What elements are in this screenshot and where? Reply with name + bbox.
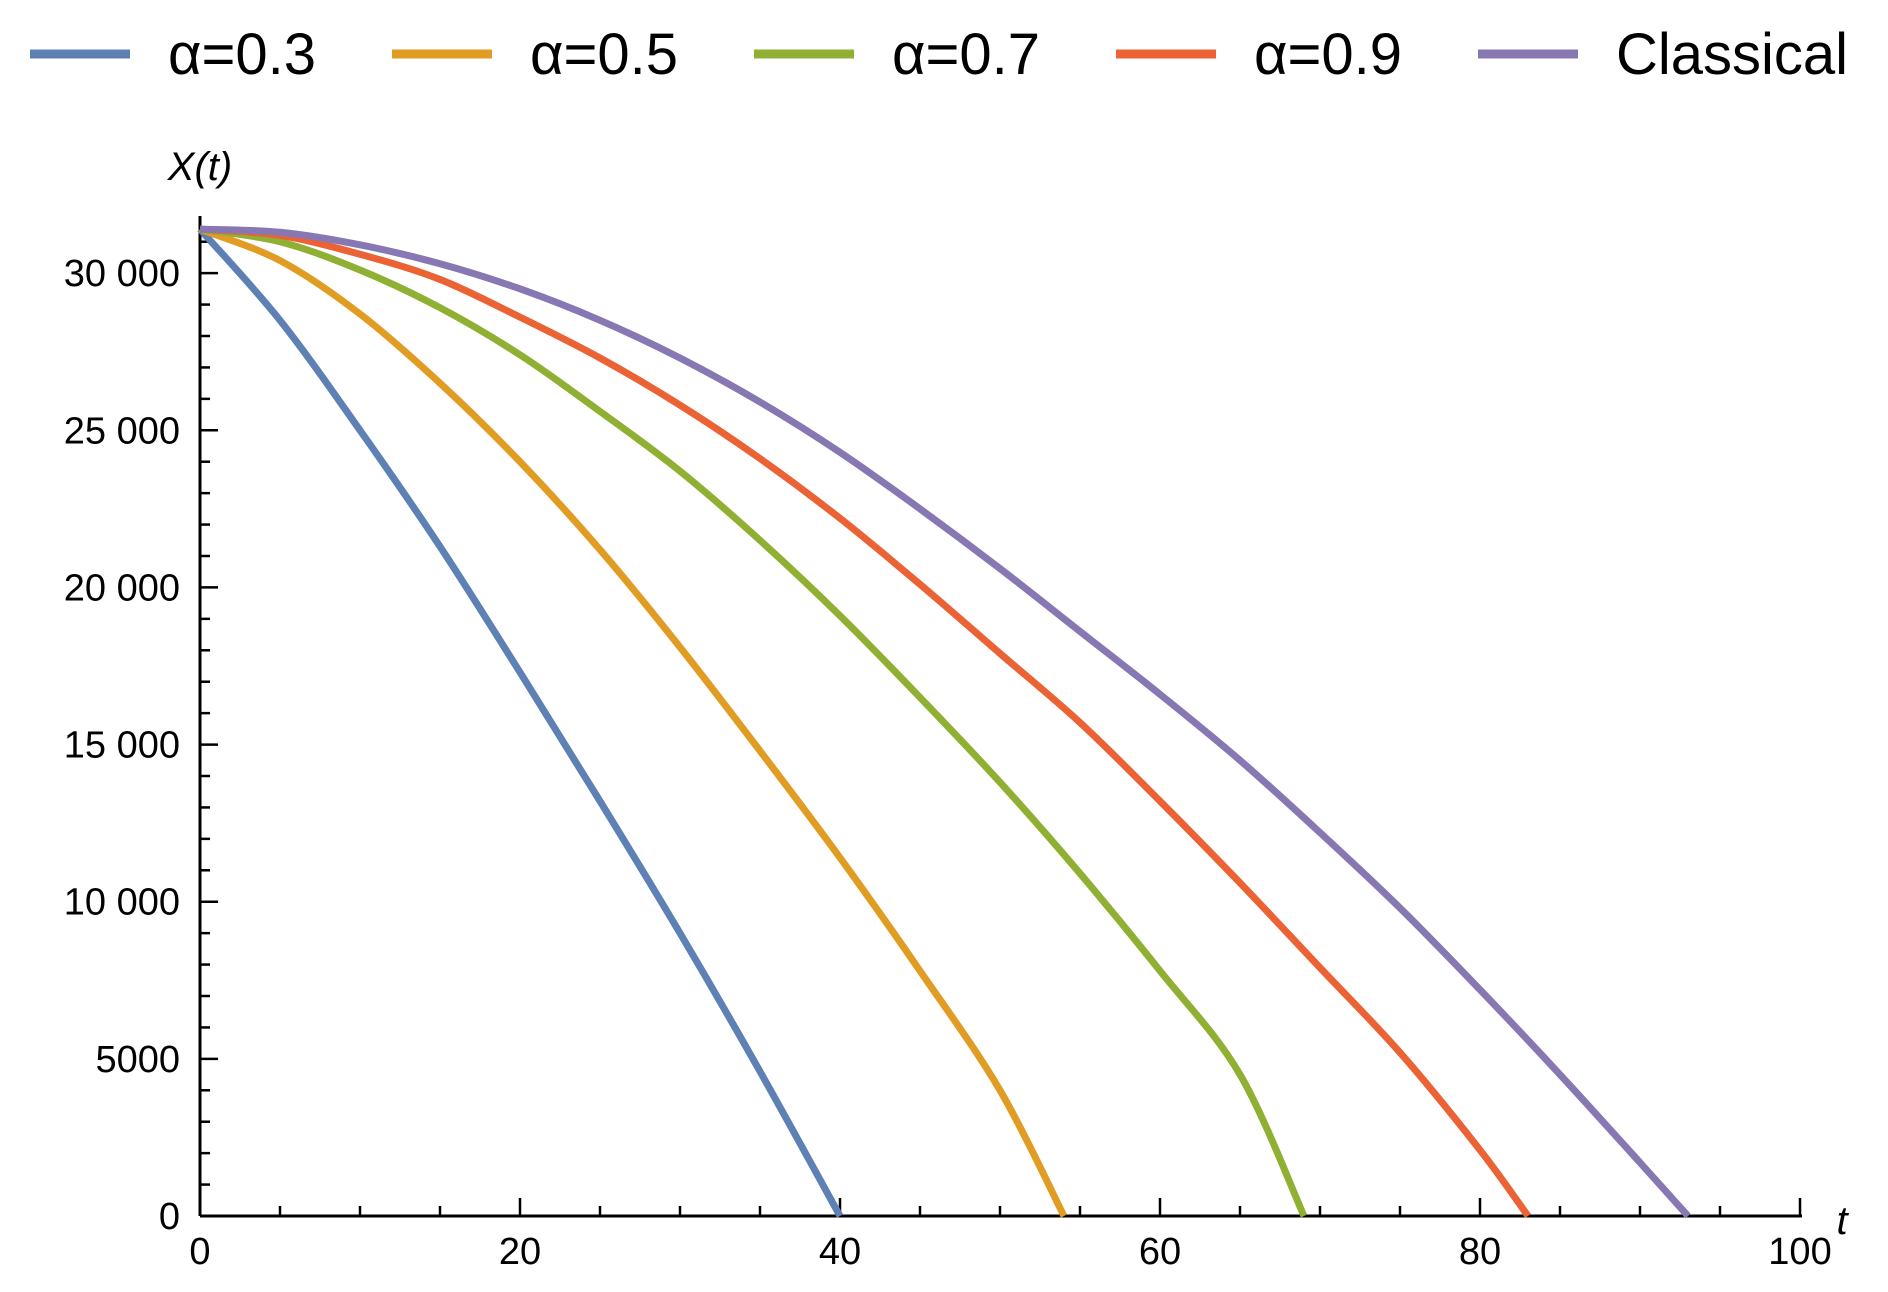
series-line-5: [199, 225, 1691, 1219]
legend-label-1: α=0.3: [168, 22, 316, 87]
axis-labels: 0 20 40 60 80 100 0 5000 10 000 15 000 20 000 25 00…: [64, 145, 1850, 1273]
y-tick-label: 30 000: [64, 253, 180, 295]
y-axis-title: X(t): [167, 145, 232, 189]
axes: [198, 216, 1802, 1218]
legend-label-4: α=0.9: [1254, 22, 1402, 87]
legend-label-2: α=0.5: [530, 22, 678, 87]
y-tick-label: 5000: [95, 1039, 180, 1081]
legend-label-5: Classical: [1616, 22, 1848, 87]
x-tick-label: 0: [189, 1231, 210, 1273]
x-axis-title: t: [1836, 1199, 1849, 1243]
y-tick-label: 15 000: [64, 725, 180, 767]
y-tick-label: 20 000: [64, 567, 180, 609]
x-tick-label: 80: [1459, 1231, 1501, 1273]
legend-label-3: α=0.7: [892, 22, 1040, 87]
series-lines: [197, 225, 1691, 1219]
legend: α=0.3 α=0.5 α=0.7 α=0.9 Classical: [30, 22, 1848, 87]
y-tick-label: 0: [159, 1196, 180, 1238]
series-line-3: [199, 225, 1308, 1218]
series-line-1: [197, 226, 844, 1218]
x-tick-label: 20: [499, 1231, 541, 1273]
x-tick-label: 40: [819, 1231, 861, 1273]
x-tick-label: 100: [1768, 1231, 1831, 1273]
y-tick-label: 25 000: [64, 410, 180, 452]
series-line-4: [199, 225, 1531, 1219]
x-tick-label: 60: [1139, 1231, 1181, 1273]
series-line-2: [198, 225, 1068, 1218]
y-tick-label: 10 000: [64, 882, 180, 924]
